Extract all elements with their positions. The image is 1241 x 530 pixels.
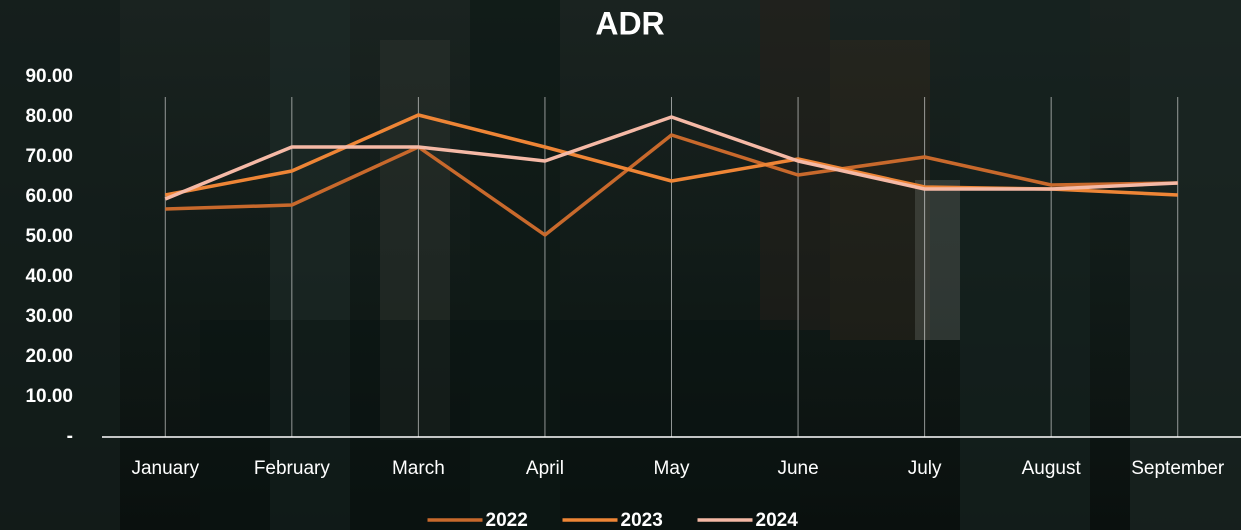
x-tick-label: September [1131, 458, 1225, 479]
y-tick-label: 30.00 [25, 306, 73, 327]
y-tick-label: 50.00 [25, 226, 73, 247]
y-tick-label: - [67, 426, 73, 447]
x-tick-label: January [131, 458, 199, 479]
y-tick-label: 10.00 [25, 386, 73, 407]
x-tick-label: July [908, 458, 942, 479]
y-tick-label: 70.00 [25, 146, 73, 167]
x-tick-label: August [1022, 458, 1082, 479]
x-tick-label: February [254, 458, 331, 479]
legend-label: 2024 [756, 510, 799, 530]
y-tick-label: 60.00 [25, 186, 73, 207]
background [0, 0, 1241, 530]
chart: ADR - 10.00 20.00 30.00 40.00 50.00 60.00 70.00… [0, 0, 1241, 530]
x-tick-label: March [392, 458, 445, 479]
y-tick-label: 80.00 [25, 106, 73, 127]
page: {"chart_data": {"type": "line", "title":… [0, 0, 1241, 530]
chart-title: ADR [595, 5, 664, 41]
x-tick-label: June [777, 458, 818, 479]
legend-label: 2023 [621, 510, 663, 530]
y-tick-label: 20.00 [25, 346, 73, 367]
y-tick-label: 40.00 [25, 266, 73, 287]
x-tick-label: May [654, 458, 690, 479]
legend-label: 2022 [486, 510, 528, 530]
x-tick-label: April [526, 458, 564, 479]
y-tick-label: 90.00 [25, 66, 73, 87]
